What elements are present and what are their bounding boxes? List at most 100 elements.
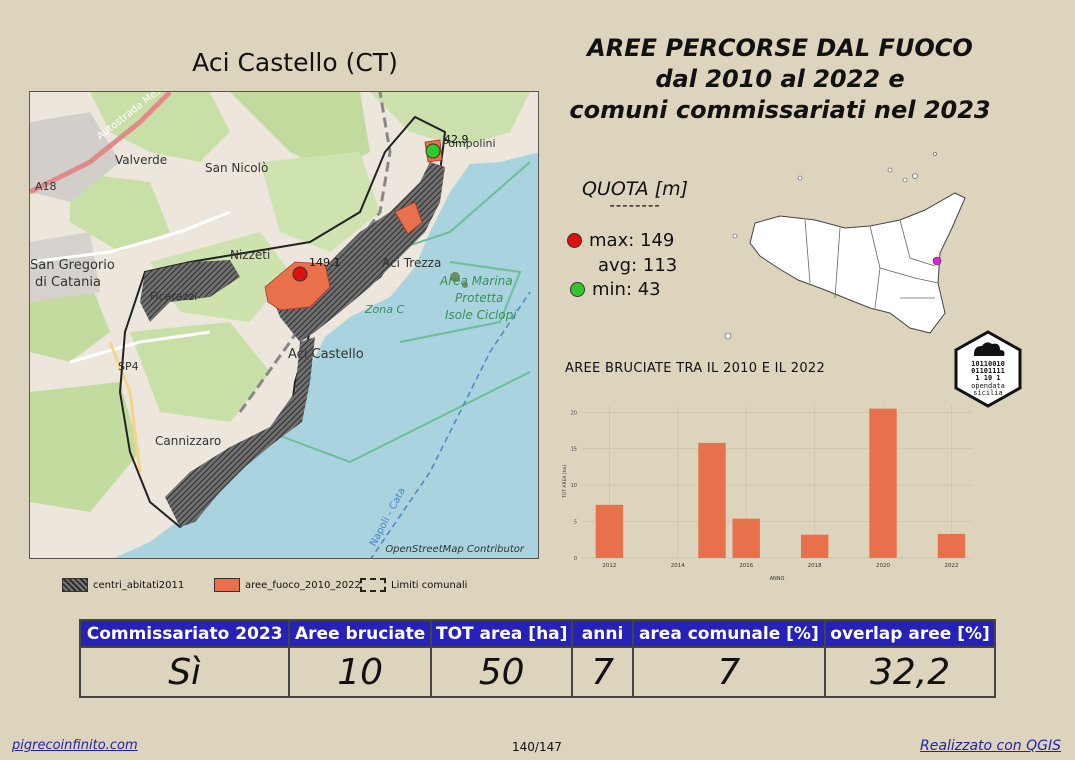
qgis-credit-link[interactable]: Realizzato con QGIS [920, 738, 1061, 754]
island [462, 282, 468, 288]
elevation-title: QUOTA [m] [581, 178, 689, 200]
label-area-marina: Area Marina [439, 274, 513, 288]
aeolian-island [902, 177, 908, 183]
green-zone [260, 152, 380, 252]
min-elevation-marker [425, 143, 441, 159]
header-commissariato: Commissariato 2023 [78, 619, 291, 648]
road [108, 341, 142, 473]
boundary-swatch-icon [360, 578, 386, 592]
svg-text:1 10 1: 1 10 1 [975, 374, 1000, 382]
main-title-line3: comuni commissariati nel 2023 [569, 96, 991, 124]
map-legend: centri_abitati2011 aree_fuoco_2010_2022 … [62, 576, 542, 598]
motorway [30, 92, 172, 195]
label-ferry: Napoli - Cata [368, 486, 408, 548]
cell-aree-bruciate: 10 [288, 646, 432, 698]
fire-swatch-icon [214, 578, 240, 592]
road [69, 330, 211, 364]
header-overlap: overlap aree [%] [824, 619, 996, 648]
elevation-min-row: min: 43 [570, 279, 661, 300]
cell-overlap: 32,2 [824, 646, 996, 698]
label-nizzeti: Nizzeti [230, 248, 270, 262]
x-tick-label: 2020 [876, 563, 890, 569]
green-zone [130, 322, 270, 422]
label-pompolini: Pompolini [442, 137, 496, 150]
province-border [899, 219, 936, 267]
y-tick-label: 20 [571, 410, 577, 416]
stats-table: Commissariato 2023 Aree bruciate TOT are… [78, 619, 996, 698]
fire-area [264, 261, 331, 311]
label-zona-c: Zona C [364, 303, 404, 316]
header-aree-bruciate: Aree bruciate [288, 619, 432, 648]
bar-2022 [937, 533, 966, 558]
label-isole-ciclopi: Isole Ciclopi [445, 308, 517, 322]
svg-text:opendata: opendata [971, 382, 1005, 390]
bar-2016 [732, 518, 760, 558]
label-valverde: Valverde [115, 153, 167, 167]
y-tick-label: 10 [571, 483, 577, 489]
label-a18: A18 [35, 180, 57, 193]
map-canvas: Autostrada Messi Valverde San Nicolò A18… [30, 92, 538, 558]
label-min-elevation: 42.9 [444, 133, 469, 146]
province-border [879, 267, 939, 284]
aeolian-island [933, 152, 937, 156]
burned-area-chart: 0 5 10 15 20 2012 2014 2016 2018 2020 2022 ANNO TOT … [560, 395, 980, 590]
y-axis-label: TOT AREA [ha] [562, 465, 568, 499]
bar-2018 [800, 534, 829, 558]
header-anni: anni [571, 619, 634, 648]
ferry-route [370, 291, 531, 558]
elevation-avg: avg: 113 [598, 255, 678, 276]
opendata-sicilia-logo: 10110010 01101111 1 10 1 opendata sicili… [952, 330, 1024, 410]
island [450, 272, 460, 282]
min-dot-icon [570, 282, 585, 297]
label-san-nicolo: San Nicolò [205, 161, 268, 175]
legend-item-boundary: Limiti comunali [360, 578, 467, 592]
x-tick-label: 2012 [602, 563, 616, 569]
svg-text:01101111: 01101111 [971, 367, 1005, 375]
legend-item-fire: aree_fuoco_2010_2022 [214, 578, 361, 592]
y-tick-label: 0 [574, 556, 577, 562]
y-tick-label: 5 [574, 520, 577, 526]
fire-area [394, 201, 423, 235]
cell-commissariato: Sì [78, 646, 291, 698]
y-tick-label: 15 [571, 447, 577, 453]
urban-centre [165, 337, 315, 527]
svg-text:10110010: 10110010 [971, 360, 1005, 368]
map-title: Aci Castello (CT) [192, 48, 398, 77]
province-border [804, 219, 811, 284]
label-di-catania: di Catania [35, 275, 101, 290]
cell-area-comunale: 7 [631, 646, 827, 698]
header-tot-area: TOT area [ha] [429, 619, 574, 648]
elevation-avg-row: avg: 113 [598, 255, 677, 276]
x-tick-label: 2014 [671, 563, 685, 569]
label-ficarazzi: Ficarazzi [150, 290, 197, 303]
svg-text:sicilia: sicilia [973, 389, 1003, 397]
page-number: 140/147 [512, 740, 562, 754]
municipality-map[interactable]: Autostrada Messi Valverde San Nicolò A18… [29, 91, 539, 559]
legend-label-urban: centri_abitati2011 [93, 579, 185, 591]
label-aci-trezza: Aci Trezza [382, 256, 441, 270]
x-tick-label: 2018 [808, 563, 822, 569]
aci-castello-marker [932, 256, 942, 266]
pantelleria-island [724, 332, 732, 340]
table-header-row: Commissariato 2023 Aree bruciate TOT are… [78, 619, 996, 648]
road [30, 210, 231, 264]
label-sp4: SP4 [118, 360, 139, 373]
chart-title: AREE BRUCIATE TRA IL 2010 E IL 2022 [565, 361, 826, 376]
max-dot-icon [567, 233, 582, 248]
label-aci-castello: Aci Castello [288, 347, 364, 362]
bar-2020 [869, 408, 897, 558]
x-tick-label: 2016 [739, 563, 753, 569]
cell-anni: 7 [571, 646, 634, 698]
province-border [834, 227, 841, 299]
label-protetta: Protetta [455, 291, 503, 305]
website-link[interactable]: pigrecoinfinito.com [12, 738, 138, 753]
green-zone [30, 282, 110, 362]
elevation-min: min: 43 [592, 279, 661, 300]
label-max-elevation: 149.1 [309, 256, 341, 269]
label-san-gregorio: San Gregorio [30, 258, 115, 273]
aeolian-island [912, 173, 918, 179]
elevation-panel: QUOTA [m] -------- [565, 178, 715, 214]
elevation-max: max: 149 [589, 230, 675, 251]
aeolian-island [887, 167, 893, 173]
green-zone [30, 382, 140, 512]
